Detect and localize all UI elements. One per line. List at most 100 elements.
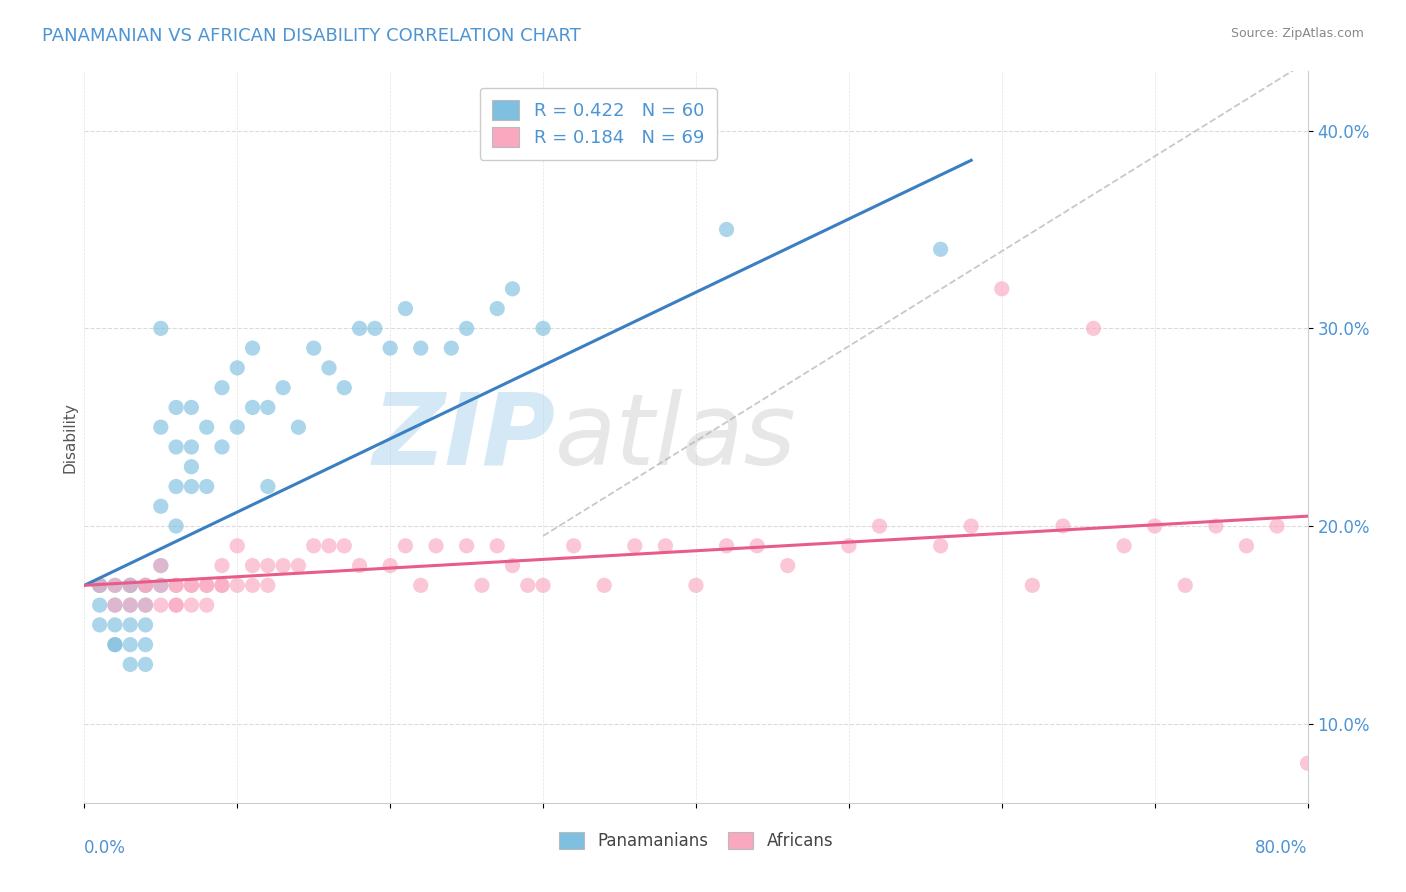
- Point: [531, 578, 554, 592]
- Point: [302, 341, 325, 355]
- Point: [226, 420, 249, 434]
- Point: [180, 479, 202, 493]
- Point: [257, 558, 280, 573]
- Point: [349, 558, 371, 573]
- Point: [333, 539, 356, 553]
- Point: [89, 598, 111, 612]
- Point: [211, 381, 233, 395]
- Point: [747, 539, 769, 553]
- Point: [456, 321, 478, 335]
- Point: [531, 321, 554, 335]
- Point: [364, 321, 387, 335]
- Point: [869, 519, 891, 533]
- Point: [104, 578, 127, 592]
- Point: [1205, 519, 1227, 533]
- Point: [1021, 578, 1043, 592]
- Point: [195, 598, 218, 612]
- Point: [562, 539, 585, 553]
- Point: [120, 578, 142, 592]
- Y-axis label: Disability: Disability: [62, 401, 77, 473]
- Point: [165, 578, 187, 592]
- Point: [685, 578, 707, 592]
- Point: [180, 598, 202, 612]
- Point: [135, 638, 157, 652]
- Point: [242, 558, 264, 573]
- Point: [149, 558, 172, 573]
- Point: [135, 578, 157, 592]
- Point: [149, 420, 172, 434]
- Point: [302, 539, 325, 553]
- Point: [165, 578, 187, 592]
- Point: [120, 578, 142, 592]
- Point: [471, 578, 494, 592]
- Point: [135, 598, 157, 612]
- Point: [380, 341, 402, 355]
- Point: [135, 578, 157, 592]
- Point: [211, 578, 233, 592]
- Point: [242, 578, 264, 592]
- Point: [394, 301, 416, 316]
- Point: [180, 578, 202, 592]
- Point: [135, 598, 157, 612]
- Point: [271, 381, 294, 395]
- Point: [318, 539, 340, 553]
- Point: [226, 360, 249, 375]
- Text: 0.0%: 0.0%: [84, 839, 127, 857]
- Point: [1052, 519, 1074, 533]
- Point: [89, 578, 111, 592]
- Point: [120, 578, 142, 592]
- Point: [165, 598, 187, 612]
- Point: [195, 578, 218, 592]
- Point: [180, 578, 202, 592]
- Point: [456, 539, 478, 553]
- Point: [120, 618, 142, 632]
- Point: [104, 598, 127, 612]
- Point: [104, 638, 127, 652]
- Point: [226, 578, 249, 592]
- Point: [120, 598, 142, 612]
- Point: [165, 440, 187, 454]
- Point: [1083, 321, 1105, 335]
- Text: atlas: atlas: [555, 389, 797, 485]
- Text: Source: ZipAtlas.com: Source: ZipAtlas.com: [1230, 27, 1364, 40]
- Point: [149, 598, 172, 612]
- Point: [165, 598, 187, 612]
- Point: [165, 479, 187, 493]
- Text: 80.0%: 80.0%: [1256, 839, 1308, 857]
- Point: [149, 500, 172, 514]
- Point: [502, 558, 524, 573]
- Point: [135, 657, 157, 672]
- Point: [149, 578, 172, 592]
- Text: PANAMANIAN VS AFRICAN DISABILITY CORRELATION CHART: PANAMANIAN VS AFRICAN DISABILITY CORRELA…: [42, 27, 581, 45]
- Point: [654, 539, 676, 553]
- Point: [257, 479, 280, 493]
- Point: [593, 578, 616, 592]
- Point: [318, 360, 340, 375]
- Point: [271, 558, 294, 573]
- Point: [89, 618, 111, 632]
- Point: [1234, 539, 1257, 553]
- Point: [165, 401, 187, 415]
- Point: [776, 558, 799, 573]
- Point: [929, 242, 952, 256]
- Point: [1265, 519, 1288, 533]
- Point: [409, 578, 432, 592]
- Point: [120, 598, 142, 612]
- Text: ZIP: ZIP: [373, 389, 555, 485]
- Point: [226, 539, 249, 553]
- Point: [195, 479, 218, 493]
- Point: [257, 401, 280, 415]
- Point: [516, 578, 538, 592]
- Point: [104, 638, 127, 652]
- Point: [180, 440, 202, 454]
- Point: [502, 282, 524, 296]
- Point: [287, 420, 309, 434]
- Point: [165, 519, 187, 533]
- Point: [195, 420, 218, 434]
- Point: [425, 539, 447, 553]
- Point: [838, 539, 860, 553]
- Point: [211, 578, 233, 592]
- Point: [1143, 519, 1166, 533]
- Point: [349, 321, 371, 335]
- Point: [89, 578, 111, 592]
